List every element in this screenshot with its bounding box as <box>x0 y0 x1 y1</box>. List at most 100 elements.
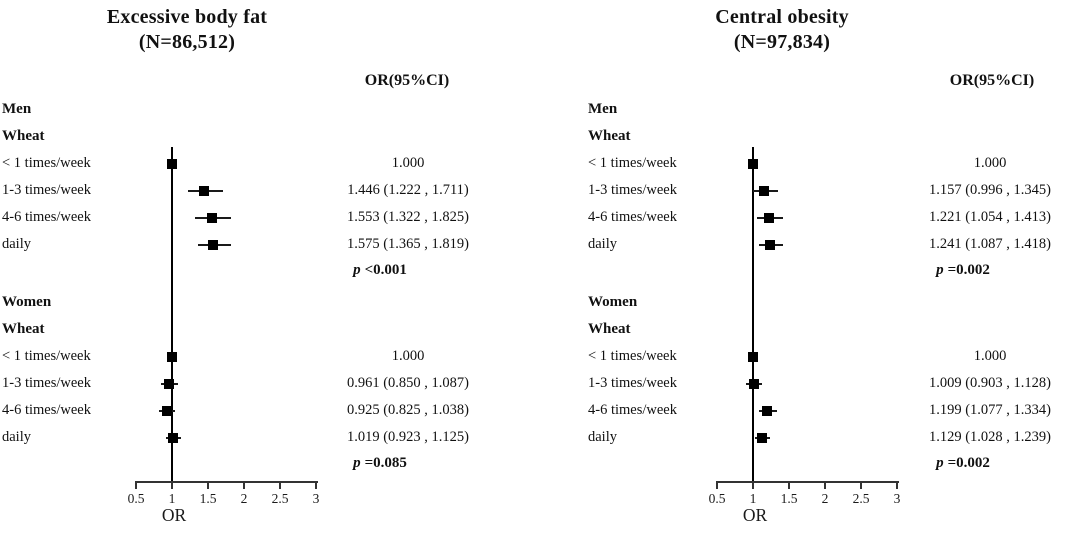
x-axis-tick <box>824 481 826 489</box>
or-ci-value: 1.199 (1.077 , 1.334) <box>928 402 1052 418</box>
group-food-header: Wheat <box>2 128 45 144</box>
or-ci-value: 1.000 <box>973 348 1007 364</box>
x-axis-tick <box>171 481 173 489</box>
row-label: daily <box>588 429 617 445</box>
x-axis-tick <box>896 481 898 489</box>
or-ci-value: 1.221 (1.054 , 1.413) <box>928 209 1052 225</box>
x-axis-tick-label: 2 <box>240 491 248 506</box>
row-label: < 1 times/week <box>2 155 91 171</box>
panel-n-label: (N=86,512) <box>138 31 236 53</box>
or-ci-value: 1.241 (1.087 , 1.418) <box>928 236 1052 252</box>
x-axis-tick-label: 2.5 <box>852 491 870 506</box>
p-value-number: =0.085 <box>364 455 407 471</box>
row-label: 1-3 times/week <box>2 375 91 391</box>
or-ci-value: 1.157 (0.996 , 1.345) <box>928 182 1052 198</box>
or-ci-value: 1.019 (0.923 , 1.125) <box>346 429 470 445</box>
row-label: 1-3 times/week <box>588 182 677 198</box>
row-label: < 1 times/week <box>588 348 677 364</box>
reference-line-or-1 <box>170 147 174 483</box>
group-sex-header: Women <box>588 294 638 310</box>
x-axis-tick-label: 2.5 <box>271 491 289 506</box>
x-axis-tick <box>752 481 754 489</box>
x-axis-tick <box>279 481 281 489</box>
or-point-marker <box>748 379 759 389</box>
or-ci-value: 1.000 <box>391 348 425 364</box>
group-food-header: Wheat <box>588 128 631 144</box>
x-axis-tick-label: 1 <box>168 491 176 506</box>
or-point-marker <box>762 406 773 416</box>
group-food-header: Wheat <box>588 321 631 337</box>
x-axis-tick <box>135 481 137 489</box>
x-axis-tick-label: 1 <box>749 491 757 506</box>
x-axis-tick <box>315 481 317 489</box>
or-ci-value: 1.000 <box>973 155 1007 171</box>
row-label: daily <box>588 236 617 252</box>
or-point-marker <box>208 240 219 250</box>
or-point-marker <box>167 159 177 169</box>
x-axis-line <box>717 481 899 483</box>
p-symbol: p <box>936 455 944 471</box>
panel-title: Excessive body fat <box>106 6 268 28</box>
panel-excessive-body-fat: Excessive body fat (N=86,512) OR(95%CI) … <box>2 6 470 525</box>
reference-line-or-1 <box>751 147 755 483</box>
or-point-marker <box>168 433 179 443</box>
p-symbol: p <box>353 455 361 471</box>
row-label: daily <box>2 236 31 252</box>
or-point-marker <box>199 186 210 196</box>
or-point-marker <box>748 352 758 362</box>
or-point-marker <box>748 159 758 169</box>
x-axis-tick-label: 1.5 <box>199 491 217 506</box>
or-ci-value: 1.446 (1.222 , 1.711) <box>347 182 469 198</box>
x-axis-tick-label: 1.5 <box>780 491 798 506</box>
or-ci-value: 1.575 (1.365 , 1.819) <box>346 236 470 252</box>
or-ci-value: 0.961 (0.850 , 1.087) <box>346 375 470 391</box>
or-ci-value: 1.129 (1.028 , 1.239) <box>928 429 1052 445</box>
or-point-marker <box>167 352 177 362</box>
row-label: 4-6 times/week <box>2 209 91 225</box>
row-label: < 1 times/week <box>2 348 91 364</box>
row-label: 4-6 times/week <box>588 402 677 418</box>
p-symbol: p <box>353 262 361 278</box>
or-point-marker <box>757 433 768 443</box>
x-axis-line <box>136 481 318 483</box>
or-point-marker <box>161 406 172 416</box>
x-axis-tick <box>788 481 790 489</box>
or-point-marker <box>763 213 774 223</box>
row-label: daily <box>2 429 31 445</box>
row-label: 4-6 times/week <box>588 209 677 225</box>
row-label: 4-6 times/week <box>2 402 91 418</box>
or-ci-column-header: OR(95%CI) <box>949 72 1035 89</box>
group-sex-header: Men <box>588 101 618 117</box>
x-axis-title: OR <box>161 505 187 525</box>
p-value-number: =0.002 <box>947 455 990 471</box>
x-axis-tick <box>716 481 718 489</box>
row-label: 1-3 times/week <box>2 182 91 198</box>
x-axis-title: OR <box>742 505 768 525</box>
x-axis-tick <box>860 481 862 489</box>
or-ci-value: 0.925 (0.825 , 1.038) <box>346 402 470 418</box>
x-axis-tick-label: 3 <box>893 491 901 506</box>
or-ci-value: 1.000 <box>391 155 425 171</box>
group-food-header: Wheat <box>2 321 45 337</box>
group-sex-header: Women <box>2 294 52 310</box>
panel-title: Central obesity <box>715 6 849 28</box>
x-axis-tick-label: 0.5 <box>127 491 145 506</box>
p-value-number: =0.002 <box>947 262 990 278</box>
panel-n-label: (N=97,834) <box>733 31 831 53</box>
row-label: 1-3 times/week <box>588 375 677 391</box>
or-ci-column-header: OR(95%CI) <box>364 72 450 89</box>
row-label: < 1 times/week <box>588 155 677 171</box>
or-point-marker <box>759 186 770 196</box>
group-sex-header: Men <box>2 101 32 117</box>
or-point-marker <box>164 379 175 389</box>
or-ci-value: 1.553 (1.322 , 1.825) <box>346 209 470 225</box>
x-axis-tick <box>243 481 245 489</box>
p-value: p =0.085 <box>353 455 407 472</box>
x-axis-tick-label: 0.5 <box>708 491 726 506</box>
or-ci-value: 1.009 (0.903 , 1.128) <box>928 375 1052 391</box>
x-axis-tick-label: 3 <box>312 491 320 506</box>
p-value-number: <0.001 <box>364 262 407 278</box>
or-point-marker <box>206 213 217 223</box>
